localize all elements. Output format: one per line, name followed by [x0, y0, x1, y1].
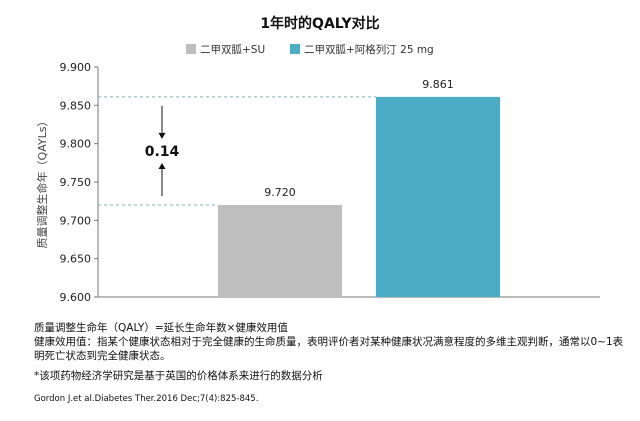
bar-2 — [376, 96, 500, 298]
y-tick-label-7: 9.900 — [60, 61, 92, 74]
legend-label-2: 二甲双胍+阿格列汀 25 mg — [304, 43, 434, 56]
y-tick-label-6: 9.850 — [60, 99, 92, 112]
legend-label-1: 二甲双胍+SU — [200, 43, 265, 56]
bar-value-label-2: 9.861 — [422, 78, 454, 91]
legend-swatch-1 — [186, 44, 196, 54]
pricing-system-note: *该项药物经济学研究是基于英国的价格体系来进行的数据分析 — [34, 370, 323, 382]
reference-citation: Gordon J.et al.Diabetes Ther.2016 Dec;7(… — [34, 394, 259, 404]
chart-notes: 质量调整生命年（QALY）=延长生命年数×健康效用值 健康效用值：指某个健康状态… — [34, 321, 624, 405]
y-tick-label-3: 9.700 — [60, 214, 92, 227]
y-tick-label-4: 9.750 — [60, 176, 92, 189]
chart-title: 1年时的QALY对比 — [260, 15, 379, 32]
qaly-definition-note: 质量调整生命年（QALY）=延长生命年数×健康效用值 — [34, 322, 288, 334]
y-tick-label-1: 9.600 — [60, 291, 92, 304]
bar-value-label-1: 9.720 — [264, 186, 296, 199]
y-tick-label-2: 9.650 — [60, 253, 92, 266]
qaly-bar-chart: 1年时的QALY对比二甲双胍+SU 二甲双胍+阿格列汀 25 mg 质量调整生命年（… — [35, 15, 600, 304]
difference-annotation: 0.14 — [145, 144, 180, 160]
y-tick-label-5: 9.800 — [60, 138, 92, 151]
y-axis-label: 质量调整生命年（QAYLs） — [35, 116, 49, 249]
legend-swatch-2 — [290, 44, 300, 54]
down-arrow-head — [158, 132, 166, 139]
health-utility-note: 健康效用值：指某个健康状态相对于完全健康的生命质量，表明评价者对某种健康状况满意… — [34, 336, 624, 362]
up-arrow-head — [158, 163, 166, 169]
bar-1 — [218, 205, 342, 297]
